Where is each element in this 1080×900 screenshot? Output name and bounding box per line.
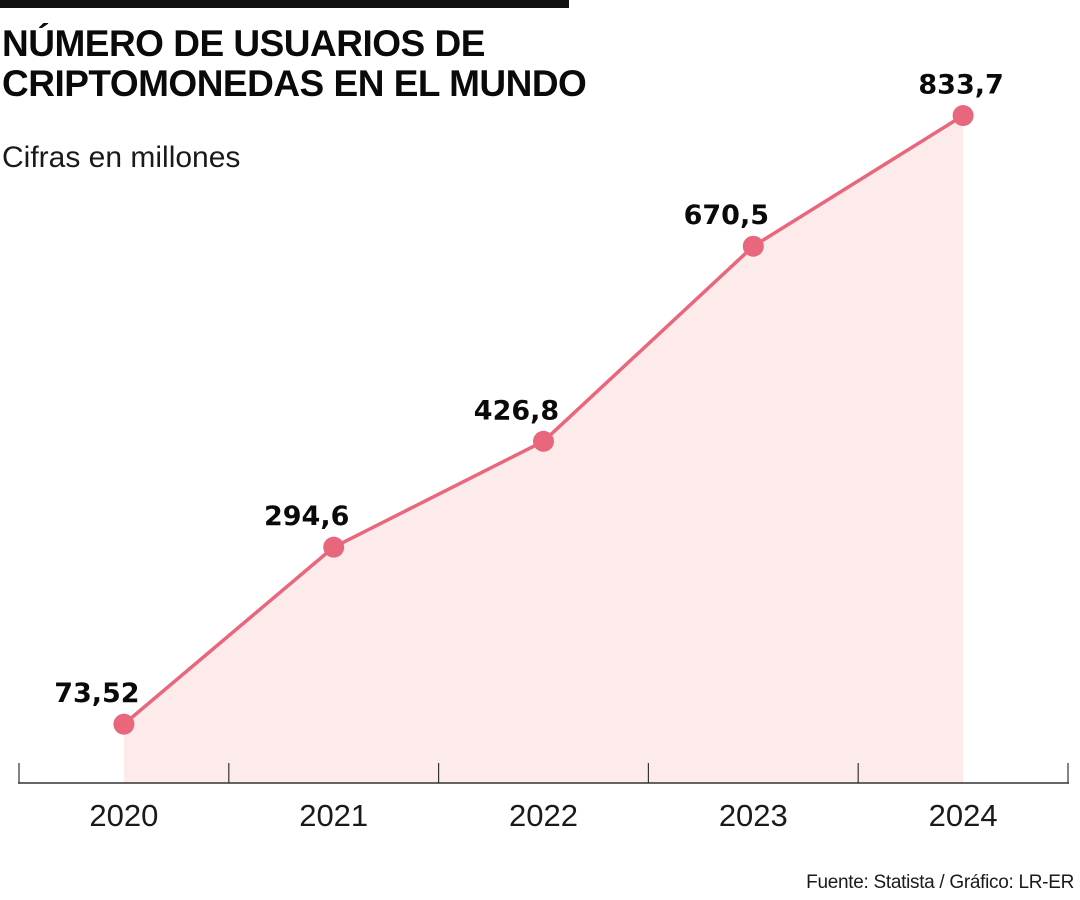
x-axis bbox=[18, 763, 1069, 784]
data-point-marker bbox=[113, 713, 135, 735]
data-label: 294,6 bbox=[264, 501, 349, 532]
chart-title-line-2: CRIPTOMONEDAS EN EL MUNDO bbox=[2, 63, 587, 104]
tick-label-layer: 2020 2021 2022 2023 2024 bbox=[89, 798, 997, 833]
data-label-layer: 73,52 294,6 426,8 670,5 833,7 bbox=[54, 70, 1004, 710]
data-label: 833,7 bbox=[918, 70, 1003, 101]
source-note: Fuente: Statista / Gráfico: LR-ER bbox=[806, 872, 1074, 893]
data-label: 426,8 bbox=[474, 395, 559, 426]
data-point-marker bbox=[952, 105, 974, 127]
x-tick-label: 2023 bbox=[719, 798, 788, 833]
chart-subtitle: Cifras en millones bbox=[2, 141, 241, 174]
x-tick-label: 2020 bbox=[89, 798, 158, 833]
marker-layer bbox=[113, 105, 974, 735]
chart-title: NÚMERO DE USUARIOS DE CRIPTOMONEDAS EN E… bbox=[2, 24, 602, 104]
data-label: 73,52 bbox=[54, 678, 139, 709]
data-label: 670,5 bbox=[684, 200, 769, 231]
x-tick-label: 2021 bbox=[299, 798, 368, 833]
data-point-marker bbox=[742, 235, 764, 257]
data-point-marker bbox=[533, 430, 554, 452]
chart-title-line-1: NÚMERO DE USUARIOS DE bbox=[2, 23, 485, 64]
x-tick-label: 2024 bbox=[929, 798, 998, 833]
top-rule bbox=[0, 0, 569, 8]
data-point-marker bbox=[323, 536, 345, 558]
x-tick-label: 2022 bbox=[509, 798, 578, 833]
